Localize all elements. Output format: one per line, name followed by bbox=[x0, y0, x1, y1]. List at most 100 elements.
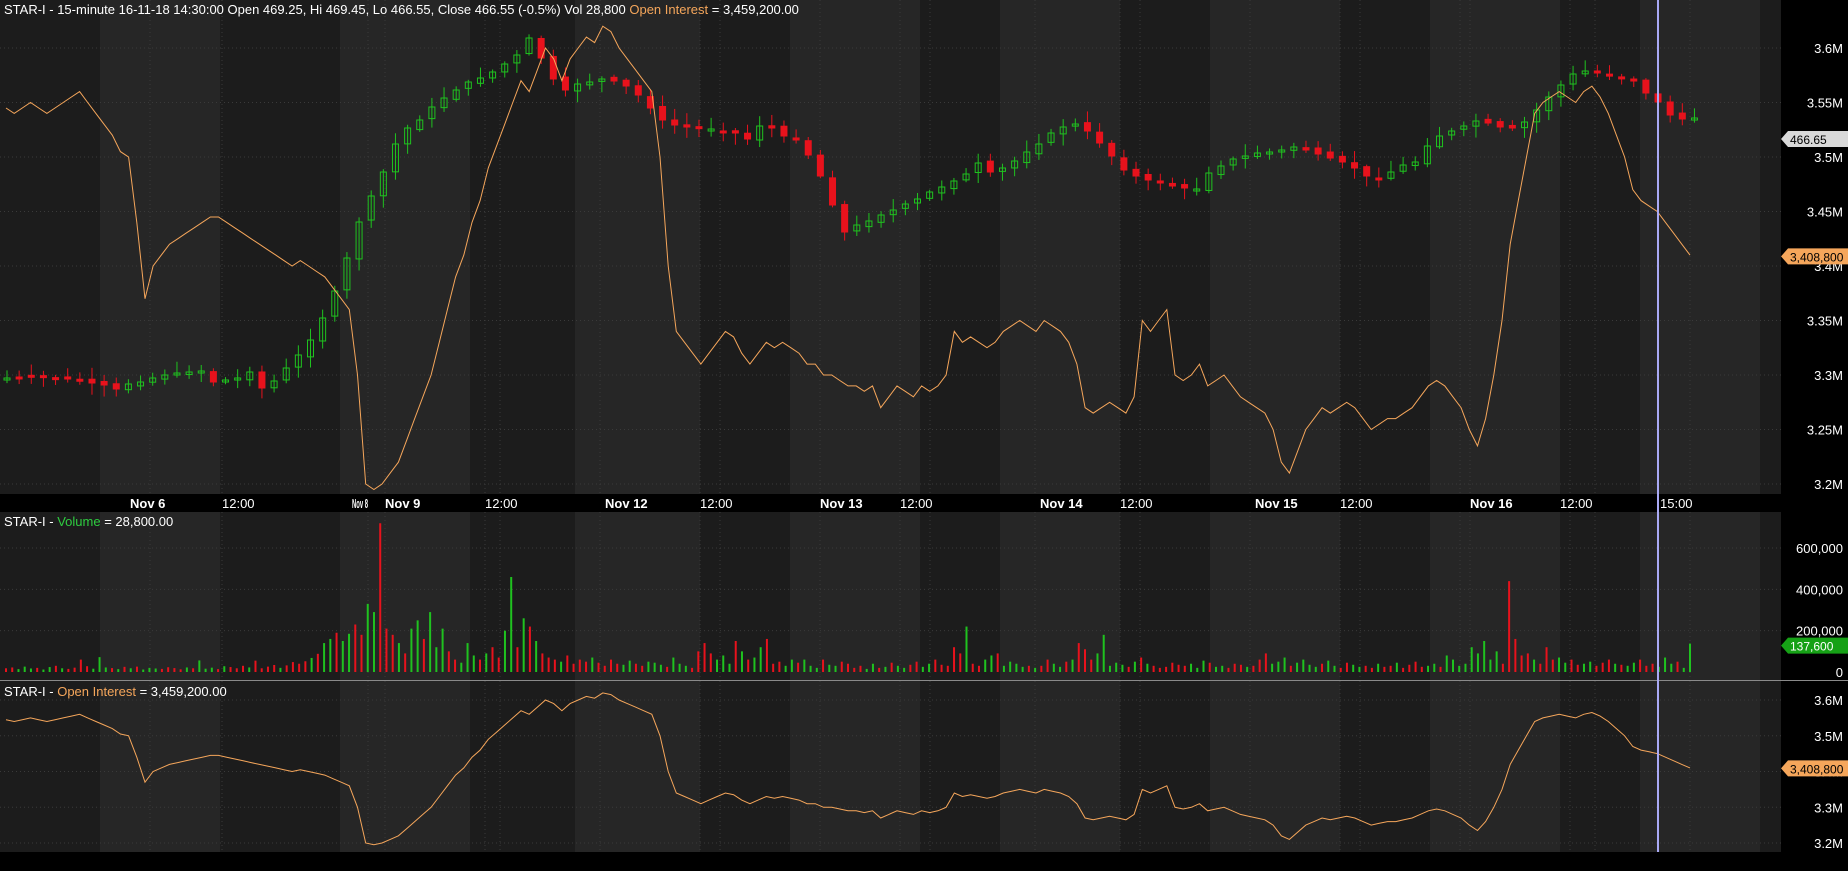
session-band bbox=[340, 681, 470, 852]
oi-last-value-marker bbox=[1781, 248, 1848, 265]
date-axis-label: Nov 9 bbox=[385, 496, 420, 511]
price-axis-tick-label: 3.25M bbox=[1807, 423, 1843, 438]
candle-body bbox=[1642, 79, 1650, 94]
candle-body bbox=[513, 54, 521, 64]
candle-body bbox=[404, 127, 412, 145]
date-axis-label: Nov 14 bbox=[1040, 496, 1083, 511]
candle-body bbox=[877, 214, 885, 223]
candle-body bbox=[1011, 160, 1019, 169]
volume-axis-tick-label: 400,000 bbox=[1796, 582, 1843, 597]
candle-body bbox=[52, 377, 60, 381]
candle-body bbox=[209, 371, 217, 383]
candle-body bbox=[1266, 151, 1274, 155]
candle-body bbox=[1351, 162, 1359, 169]
price-header-oi-label: Open Interest bbox=[629, 2, 709, 17]
candle-body bbox=[367, 195, 375, 221]
date-axis-label: 12:00 bbox=[222, 496, 255, 511]
candle-body bbox=[428, 106, 436, 120]
candle-body bbox=[671, 119, 679, 126]
candle-body bbox=[1108, 142, 1116, 157]
candle-body bbox=[39, 375, 47, 379]
candle-body bbox=[452, 89, 460, 100]
candle-body bbox=[1035, 143, 1043, 155]
session-band bbox=[100, 0, 220, 494]
session-band bbox=[790, 681, 920, 852]
candle-body bbox=[1460, 125, 1468, 130]
candle-body bbox=[76, 378, 84, 382]
price-header-text: STAR-I - 15-minute 16-11-18 14:30:00 Ope… bbox=[4, 2, 630, 17]
session-band bbox=[1430, 0, 1560, 494]
candle-body bbox=[27, 374, 35, 378]
candle-body bbox=[124, 383, 132, 391]
session-band bbox=[100, 512, 220, 680]
candle-body bbox=[756, 125, 764, 141]
oi-header-label: Open Interest bbox=[57, 684, 136, 699]
session-band bbox=[1210, 512, 1340, 680]
candle-body bbox=[343, 257, 351, 291]
price-axis-tick-label: 3.6M bbox=[1814, 41, 1843, 56]
candle-body bbox=[707, 128, 715, 132]
candle-body bbox=[1193, 188, 1201, 192]
candle-body bbox=[489, 71, 497, 79]
candle-body bbox=[270, 380, 278, 389]
session-band bbox=[575, 0, 700, 494]
candle-body bbox=[258, 371, 266, 389]
candle-body bbox=[1338, 155, 1346, 163]
candle-body bbox=[222, 379, 230, 383]
date-axis-label: Nov 13 bbox=[820, 496, 863, 511]
candle-body bbox=[1496, 121, 1504, 128]
candle-body bbox=[1569, 73, 1577, 85]
candle-body bbox=[804, 140, 812, 156]
candle-body bbox=[1630, 78, 1638, 82]
candle-body bbox=[1314, 147, 1322, 155]
volume-axis-tick-label: 200,000 bbox=[1796, 624, 1843, 639]
candle-body bbox=[137, 381, 145, 387]
session-band bbox=[790, 512, 920, 680]
candle-body bbox=[416, 119, 424, 131]
session-band bbox=[1210, 681, 1340, 852]
candle-body bbox=[829, 177, 837, 206]
candle-body bbox=[1521, 121, 1528, 129]
candle-body bbox=[659, 105, 667, 121]
candle-body bbox=[1059, 126, 1067, 135]
volume-panel-header: STAR-I - Volume = 28,800.00 bbox=[4, 514, 173, 529]
candle-body bbox=[549, 55, 557, 80]
candle-body bbox=[1253, 152, 1261, 157]
candle-body bbox=[1593, 70, 1601, 74]
oi-header-value: = 3,459,200.00 bbox=[135, 684, 227, 699]
candle-body bbox=[719, 130, 727, 134]
volume-last-value-marker bbox=[1781, 637, 1848, 654]
candle-body bbox=[1205, 172, 1213, 191]
date-axis-label: 12:00 bbox=[1120, 496, 1153, 511]
candle-body bbox=[379, 171, 387, 197]
candle-body bbox=[1508, 124, 1516, 129]
candle-body bbox=[355, 221, 363, 260]
open-interest-line-price-panel bbox=[5, 25, 1691, 491]
candle-body bbox=[100, 380, 108, 386]
candle-body bbox=[574, 83, 582, 92]
session-band bbox=[790, 0, 920, 494]
price-axis-tick-label: 3.3M bbox=[1814, 368, 1843, 383]
candle-body bbox=[246, 371, 254, 381]
session-band bbox=[575, 681, 700, 852]
candle-body bbox=[1557, 84, 1565, 98]
candle-body bbox=[1423, 145, 1431, 165]
close-last-value-marker bbox=[1781, 131, 1848, 147]
open-interest-line bbox=[5, 692, 1691, 846]
candle-body bbox=[1326, 151, 1334, 159]
candle-body bbox=[841, 204, 849, 233]
candle-body bbox=[586, 81, 594, 86]
volume-header-value: = 28,800.00 bbox=[100, 514, 174, 529]
candle-body bbox=[926, 191, 934, 199]
candle-body bbox=[15, 376, 23, 380]
oi-axis-tick-label: 3.3M bbox=[1814, 800, 1843, 815]
session-band bbox=[1000, 512, 1120, 680]
candle-body bbox=[731, 130, 739, 134]
candle-body bbox=[1181, 184, 1189, 189]
candle-body bbox=[1096, 131, 1104, 144]
candle-body bbox=[561, 76, 569, 91]
candle-body bbox=[792, 137, 800, 141]
candle-body bbox=[622, 79, 630, 87]
